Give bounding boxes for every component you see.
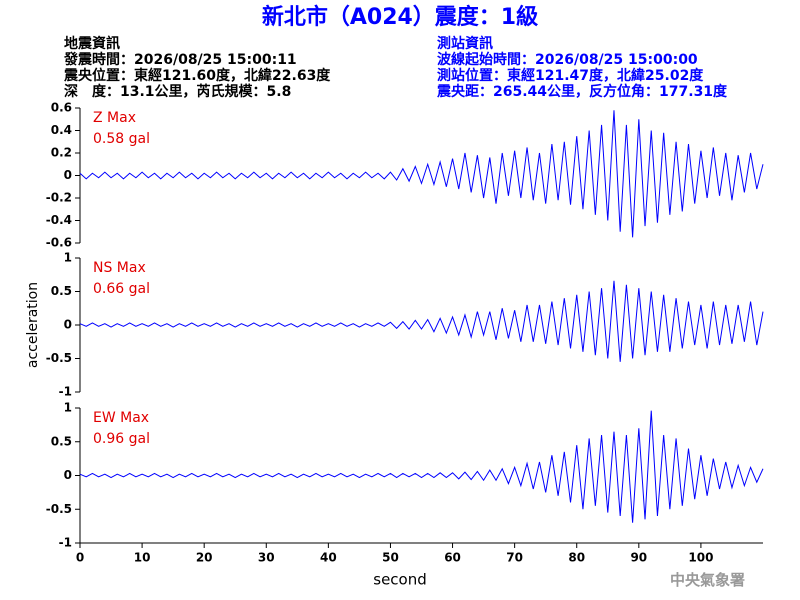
x-tick-label: 100 xyxy=(688,551,713,565)
info-line: 震央距：265.44公里，反方位角：177.31度 xyxy=(436,83,728,100)
y-tick-label: 0 xyxy=(64,168,72,182)
y-tick-label: 1 xyxy=(64,401,72,415)
y-tick-label: 1 xyxy=(64,251,72,265)
y-tick-label: 0 xyxy=(64,468,72,482)
annotation: NS Max xyxy=(93,260,146,276)
title: 新北市（A024）震度：1級 xyxy=(262,4,538,30)
waveform xyxy=(79,410,764,523)
y-axis-label: acceleration xyxy=(25,282,41,368)
info-line: 深 度：13.1公里，芮氏規模：5.8 xyxy=(64,83,291,100)
x-axis-label: second xyxy=(373,571,427,589)
x-tick-label: 0 xyxy=(76,551,84,565)
waveform xyxy=(79,110,764,238)
info-line: 震央位置：東經121.60度，北緯22.63度 xyxy=(63,67,331,84)
y-tick-label: -0.2 xyxy=(46,191,72,205)
y-tick-label: -0.6 xyxy=(46,236,72,250)
annotation: Z Max xyxy=(93,110,136,126)
y-tick-label: -0.4 xyxy=(46,213,72,227)
y-tick-label: -0.5 xyxy=(46,502,72,516)
y-tick-label: 0.6 xyxy=(51,101,72,115)
x-tick-label: 50 xyxy=(382,551,399,565)
y-tick-label: -1 xyxy=(59,385,72,399)
annotation: EW Max xyxy=(93,410,149,426)
x-tick-label: 20 xyxy=(196,551,213,565)
info-line: 波線起始時間：2026/08/25 15:00:00 xyxy=(437,51,698,68)
y-tick-label: 0 xyxy=(64,318,72,332)
info-line: 測站資訊 xyxy=(437,35,493,52)
y-tick-label: -0.5 xyxy=(46,351,72,365)
x-tick-label: 10 xyxy=(134,551,151,565)
annotation: 0.58 gal xyxy=(93,131,150,147)
x-tick-label: 40 xyxy=(320,551,337,565)
x-tick-label: 30 xyxy=(258,551,275,565)
x-tick-label: 90 xyxy=(630,551,647,565)
x-tick-label: 80 xyxy=(568,551,585,565)
annotation: 0.96 gal xyxy=(93,431,150,447)
y-tick-label: 0.4 xyxy=(51,123,72,137)
y-tick-label: 0.5 xyxy=(51,434,72,448)
info-line: 測站位置：東經121.47度，北緯25.02度 xyxy=(437,67,704,84)
annotation: 0.66 gal xyxy=(93,281,150,297)
y-tick-label: 0.5 xyxy=(51,284,72,298)
footer: 中央氣象署 xyxy=(670,571,745,589)
x-tick-label: 60 xyxy=(444,551,461,565)
info-line: 發震時間：2026/08/25 15:00:11 xyxy=(63,51,297,68)
y-tick-label: 0.2 xyxy=(51,146,72,160)
x-tick-label: 70 xyxy=(506,551,523,565)
waveform xyxy=(79,280,764,362)
info-line: 地震資訊 xyxy=(64,35,120,52)
y-tick-label: -1 xyxy=(59,536,72,550)
